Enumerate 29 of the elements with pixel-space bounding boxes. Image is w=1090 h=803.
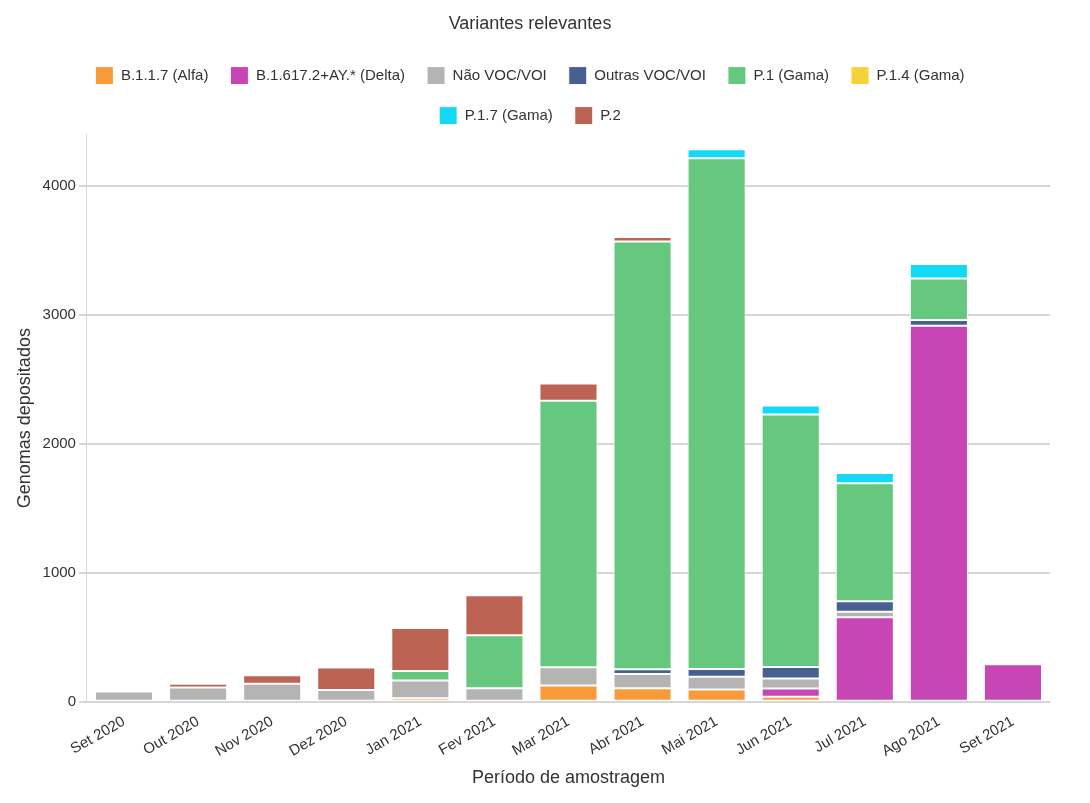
x-tick-label: Jun 2021 (732, 711, 795, 758)
x-tick-label: Jul 2021 (810, 711, 869, 755)
x-tick-label: Mar 2021 (508, 711, 573, 759)
legend-label: P.1.4 (Gama) (876, 65, 965, 83)
x-tick-label: Mai 2021 (658, 711, 721, 758)
x-tick-label: Set 2020 (67, 711, 128, 757)
legend-label: Outras VOC/VOI (594, 65, 706, 83)
y-axis-title: Genomas depositados (13, 328, 34, 509)
legend-label: B.1.1.7 (Alfa) (120, 65, 209, 83)
x-tick-label: Set 2021 (956, 711, 1017, 757)
legend-label: P.1 (Gama) (753, 65, 830, 83)
x-tick-label: Fev 2021 (435, 711, 498, 758)
y-tick-label: 2000 (42, 434, 76, 452)
chart-title: Variantes relevantes (448, 12, 612, 33)
legend-label: P.2 (600, 105, 621, 123)
y-tick-label: 4000 (42, 176, 76, 194)
legend-label: P.1.7 (Gama) (464, 105, 553, 123)
legend-label: B.1.617.2+AY.* (Delta) (255, 65, 406, 83)
x-tick-label: Jan 2021 (361, 711, 424, 758)
x-tick-label: Ago 2021 (878, 711, 943, 759)
y-tick-label: 3000 (42, 305, 76, 323)
x-tick-label: Out 2020 (139, 711, 202, 758)
x-tick-label: Dez 2020 (285, 711, 350, 759)
legend-label: Não VOC/VOI (452, 65, 547, 83)
x-axis-title: Período de amostragem (471, 767, 666, 788)
x-tick-label: Nov 2020 (211, 711, 276, 759)
y-tick-label: 0 (67, 691, 76, 709)
y-tick-label: 1000 (42, 562, 76, 580)
x-tick-label: Abr 2021 (584, 711, 647, 758)
